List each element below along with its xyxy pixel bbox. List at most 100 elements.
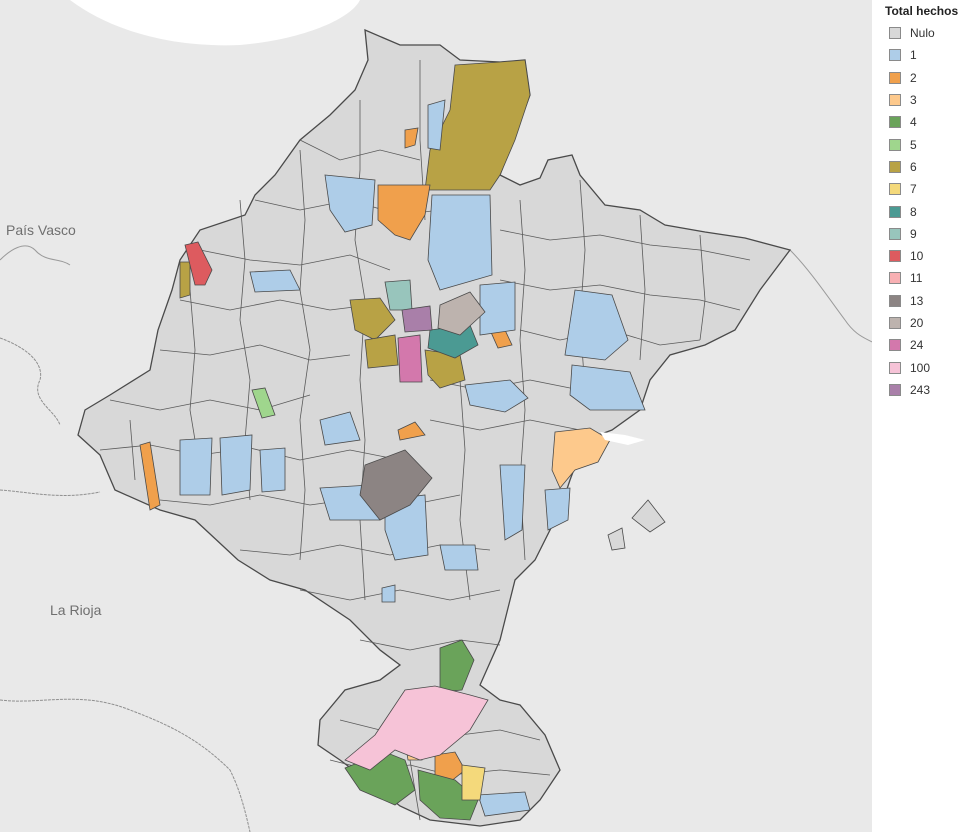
municipality-6 xyxy=(179,261,191,299)
legend-label: 4 xyxy=(910,115,917,130)
municipality-9 xyxy=(384,279,413,311)
region-border xyxy=(0,245,71,266)
municipality-1 xyxy=(544,487,571,531)
legend-item[interactable]: 243 xyxy=(889,379,970,401)
legend-label: 9 xyxy=(910,226,917,241)
legend-item[interactable]: 9 xyxy=(889,223,970,245)
legend-label: 8 xyxy=(910,204,917,219)
legend-item[interactable]: 100 xyxy=(889,356,970,378)
municipality-24 xyxy=(397,334,423,383)
municipality-1 xyxy=(439,544,479,571)
region-border xyxy=(0,337,61,426)
legend-swatch xyxy=(889,116,901,129)
municipality-2 xyxy=(377,184,431,241)
legend-swatch xyxy=(889,49,901,62)
legend-item[interactable]: 20 xyxy=(889,312,970,334)
legend-swatch xyxy=(889,138,901,151)
legend-swatch xyxy=(889,183,901,196)
region-border xyxy=(789,249,872,343)
legend-swatch xyxy=(889,227,901,240)
legend-label: Nulo xyxy=(910,26,935,41)
municipality-1 xyxy=(179,437,213,496)
legend-swatch xyxy=(889,317,901,329)
legend-item[interactable]: 3 xyxy=(889,89,970,111)
municipality-1 xyxy=(564,289,629,361)
municipality-1 xyxy=(249,269,301,293)
legend-swatch xyxy=(889,272,901,285)
legend-items: Nulo 1 2 3 4 5 6 7 8 9 10 11 13 20 24 100 243 xyxy=(872,22,970,401)
legend-label: 3 xyxy=(910,93,917,108)
legend-item[interactable]: 10 xyxy=(889,245,970,267)
legend-item[interactable]: 5 xyxy=(889,133,970,155)
municipality-1 xyxy=(381,584,396,603)
municipality-2 xyxy=(434,751,466,783)
legend-item[interactable]: 8 xyxy=(889,200,970,222)
legend-label: 10 xyxy=(910,249,924,264)
municipality-2 xyxy=(404,127,419,149)
legend-label: 100 xyxy=(910,360,931,375)
colored-municipalities xyxy=(139,59,646,821)
municipality-4 xyxy=(417,769,479,821)
municipality-7 xyxy=(461,764,486,801)
legend-swatch xyxy=(889,250,901,263)
legend-swatch xyxy=(889,160,901,173)
municipality-1 xyxy=(427,194,493,291)
municipality-13 xyxy=(359,449,433,521)
legend-swatch xyxy=(889,27,901,40)
municipality-6 xyxy=(349,297,396,341)
legend-item[interactable]: 13 xyxy=(889,290,970,312)
choropleth-map[interactable]: País Vasco La Rioja xyxy=(0,0,872,832)
municipality-1 xyxy=(477,791,531,817)
legend-label: 6 xyxy=(910,159,917,174)
map-canvas xyxy=(0,0,872,832)
legend-label: 24 xyxy=(910,338,924,353)
reservoir xyxy=(600,432,645,445)
legend-label: 7 xyxy=(910,182,917,197)
legend-title: Total hechos xyxy=(885,4,959,18)
legend-swatch xyxy=(889,294,901,307)
municipality-243 xyxy=(401,305,433,333)
legend-item[interactable]: 11 xyxy=(889,267,970,289)
municipality-100 xyxy=(344,685,489,771)
legend-item[interactable]: 24 xyxy=(889,334,970,356)
legend-swatch xyxy=(889,94,901,107)
reservoir xyxy=(607,527,626,551)
sea-area xyxy=(70,0,360,46)
legend-label: 1 xyxy=(910,48,917,63)
legend-swatch xyxy=(889,361,901,374)
legend: Total hechos Nulo 1 2 3 4 5 6 7 8 9 10 11 13 20 24 100 2… xyxy=(872,0,970,832)
legend-item[interactable]: 1 xyxy=(889,44,970,66)
municipality-1 xyxy=(259,447,286,493)
legend-label: 20 xyxy=(910,316,924,330)
legend-item[interactable]: 6 xyxy=(889,156,970,178)
municipality-1 xyxy=(479,281,516,336)
municipality-1 xyxy=(319,411,361,446)
legend-swatch xyxy=(889,205,901,218)
place-label-la-rioja: La Rioja xyxy=(50,602,102,618)
municipality-1 xyxy=(464,379,529,413)
legend-item[interactable]: 7 xyxy=(889,178,970,200)
legend-item[interactable]: 2 xyxy=(889,67,970,89)
region-border xyxy=(0,698,251,832)
municipality-20 xyxy=(437,291,486,336)
municipality-1 xyxy=(219,434,253,496)
municipality-1 xyxy=(427,99,446,151)
legend-item[interactable]: 4 xyxy=(889,111,970,133)
legend-swatch xyxy=(889,383,901,396)
legend-swatch xyxy=(889,339,901,352)
municipality-1 xyxy=(499,464,526,541)
reservoir xyxy=(631,499,666,533)
municipality-1 xyxy=(569,364,646,411)
place-label-pais-vasco: País Vasco xyxy=(6,222,76,238)
legend-swatch xyxy=(889,71,901,84)
legend-label: 11 xyxy=(910,271,923,286)
navarra-outline xyxy=(77,28,792,827)
municipality-4 xyxy=(439,639,475,693)
municipality-3 xyxy=(551,427,611,489)
municipality-1 xyxy=(324,174,376,233)
legend-label: 2 xyxy=(910,70,917,85)
legend-item[interactable]: Nulo xyxy=(889,22,970,44)
region-border xyxy=(0,489,101,496)
municipality-2 xyxy=(139,441,161,511)
municipality-10 xyxy=(184,241,213,286)
